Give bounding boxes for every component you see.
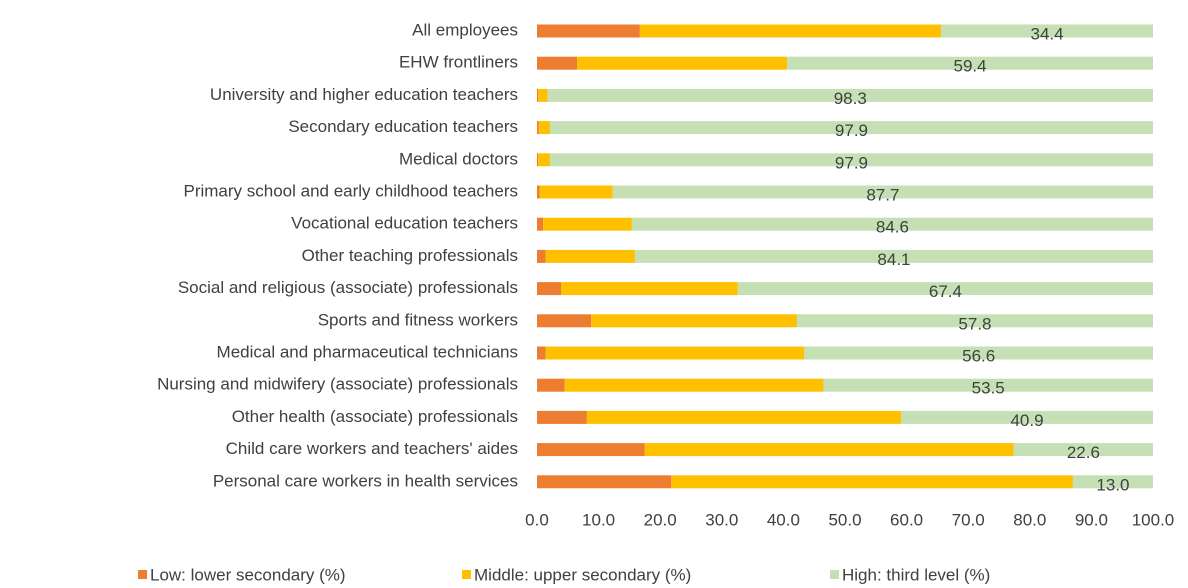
data-label: 34.4 — [1031, 24, 1064, 43]
bar-segment — [537, 249, 546, 263]
data-label: 87.7 — [866, 185, 899, 204]
category-label: Secondary education teachers — [288, 117, 518, 136]
bar-segment — [671, 475, 1073, 489]
bar-segment — [1013, 443, 1153, 457]
bar-segment — [537, 475, 672, 489]
bar-segment — [586, 410, 902, 424]
data-label: 97.9 — [835, 153, 868, 172]
bar-segment — [545, 249, 635, 263]
bar-segment — [549, 153, 1153, 167]
legend-label: Low: lower secondary (%) — [150, 565, 346, 584]
category-label: Other teaching professionals — [302, 246, 518, 265]
category-label: EHW frontliners — [399, 53, 518, 72]
bar-segment — [538, 153, 550, 167]
bar-segment — [823, 378, 1153, 392]
bar-segment — [737, 282, 1153, 296]
data-label: 53.5 — [972, 379, 1005, 398]
data-label: 56.6 — [962, 346, 995, 365]
data-label: 40.9 — [1010, 411, 1043, 430]
category-label: Personal care workers in health services — [213, 471, 518, 490]
bar-segment — [564, 378, 824, 392]
bar-segment — [941, 24, 1153, 38]
bar-segment — [538, 121, 550, 135]
x-tick-label: 80.0 — [1013, 510, 1046, 529]
category-label: Other health (associate) professionals — [232, 407, 518, 426]
bar-segment — [537, 56, 578, 70]
bar-segment — [631, 217, 1153, 231]
bar-segment — [549, 121, 1153, 135]
legend-swatch — [462, 570, 471, 579]
legend-label: High: third level (%) — [842, 565, 990, 584]
category-label: All employees — [412, 20, 518, 39]
data-label: 22.6 — [1067, 443, 1100, 462]
bar-segment — [644, 443, 1014, 457]
bar-segment — [804, 346, 1153, 360]
bar-segment — [634, 249, 1153, 263]
category-label: Medical doctors — [399, 149, 518, 168]
x-tick-label: 0.0 — [525, 510, 549, 529]
data-label: 57.8 — [958, 314, 991, 333]
bar-segment — [539, 185, 613, 199]
category-label: Nursing and midwifery (associate) profes… — [157, 375, 518, 394]
bar-segment — [537, 443, 645, 457]
x-tick-label: 40.0 — [767, 510, 800, 529]
bar-segment — [537, 185, 540, 199]
bar-segment — [612, 185, 1153, 199]
x-tick-label: 10.0 — [582, 510, 615, 529]
legend-label: Middle: upper secondary (%) — [474, 565, 691, 584]
category-label: Medical and pharmaceutical technicians — [217, 342, 518, 361]
category-label: Social and religious (associate) profess… — [178, 278, 518, 297]
legend-swatch — [830, 570, 839, 579]
bar-segment — [537, 378, 565, 392]
bar-segment — [1072, 475, 1153, 489]
category-label: Primary school and early childhood teach… — [183, 181, 518, 200]
bar-segment — [537, 410, 587, 424]
x-tick-label: 90.0 — [1075, 510, 1108, 529]
x-tick-label: 30.0 — [705, 510, 738, 529]
bar-segment — [547, 88, 1153, 102]
bar-segment — [537, 121, 539, 135]
bar-segment — [561, 282, 738, 296]
bar-segment — [537, 217, 544, 231]
bar-segment — [537, 282, 562, 296]
bar-segment — [591, 314, 797, 328]
bar-segment — [543, 217, 632, 231]
bar-segment — [537, 314, 592, 328]
bar-segment — [538, 88, 548, 102]
data-label: 59.4 — [954, 57, 987, 76]
data-label: 13.0 — [1096, 475, 1129, 494]
data-label: 84.1 — [877, 250, 910, 269]
x-tick-label: 50.0 — [828, 510, 861, 529]
bar-segment — [639, 24, 942, 38]
bar-segment — [787, 56, 1153, 70]
data-label: 67.4 — [929, 282, 962, 301]
x-tick-label: 100.0 — [1132, 510, 1175, 529]
data-label: 84.6 — [876, 218, 909, 237]
category-label: Vocational education teachers — [291, 214, 518, 233]
category-label: University and higher education teachers — [210, 85, 518, 104]
x-tick-label: 70.0 — [952, 510, 985, 529]
bar-segment — [545, 346, 805, 360]
bar-segment — [901, 410, 1153, 424]
category-label: Child care workers and teachers' aides — [226, 439, 518, 458]
bar-segment — [796, 314, 1153, 328]
bar-segment — [537, 346, 546, 360]
data-label: 98.3 — [834, 89, 867, 108]
x-tick-label: 60.0 — [890, 510, 923, 529]
legend-swatch — [138, 570, 147, 579]
bar-segment — [537, 24, 640, 38]
category-label: Sports and fitness workers — [318, 310, 518, 329]
x-tick-label: 20.0 — [644, 510, 677, 529]
data-label: 97.9 — [835, 121, 868, 140]
bar-segment — [577, 56, 788, 70]
bar-segment — [537, 88, 539, 102]
bar-segment — [537, 153, 539, 167]
